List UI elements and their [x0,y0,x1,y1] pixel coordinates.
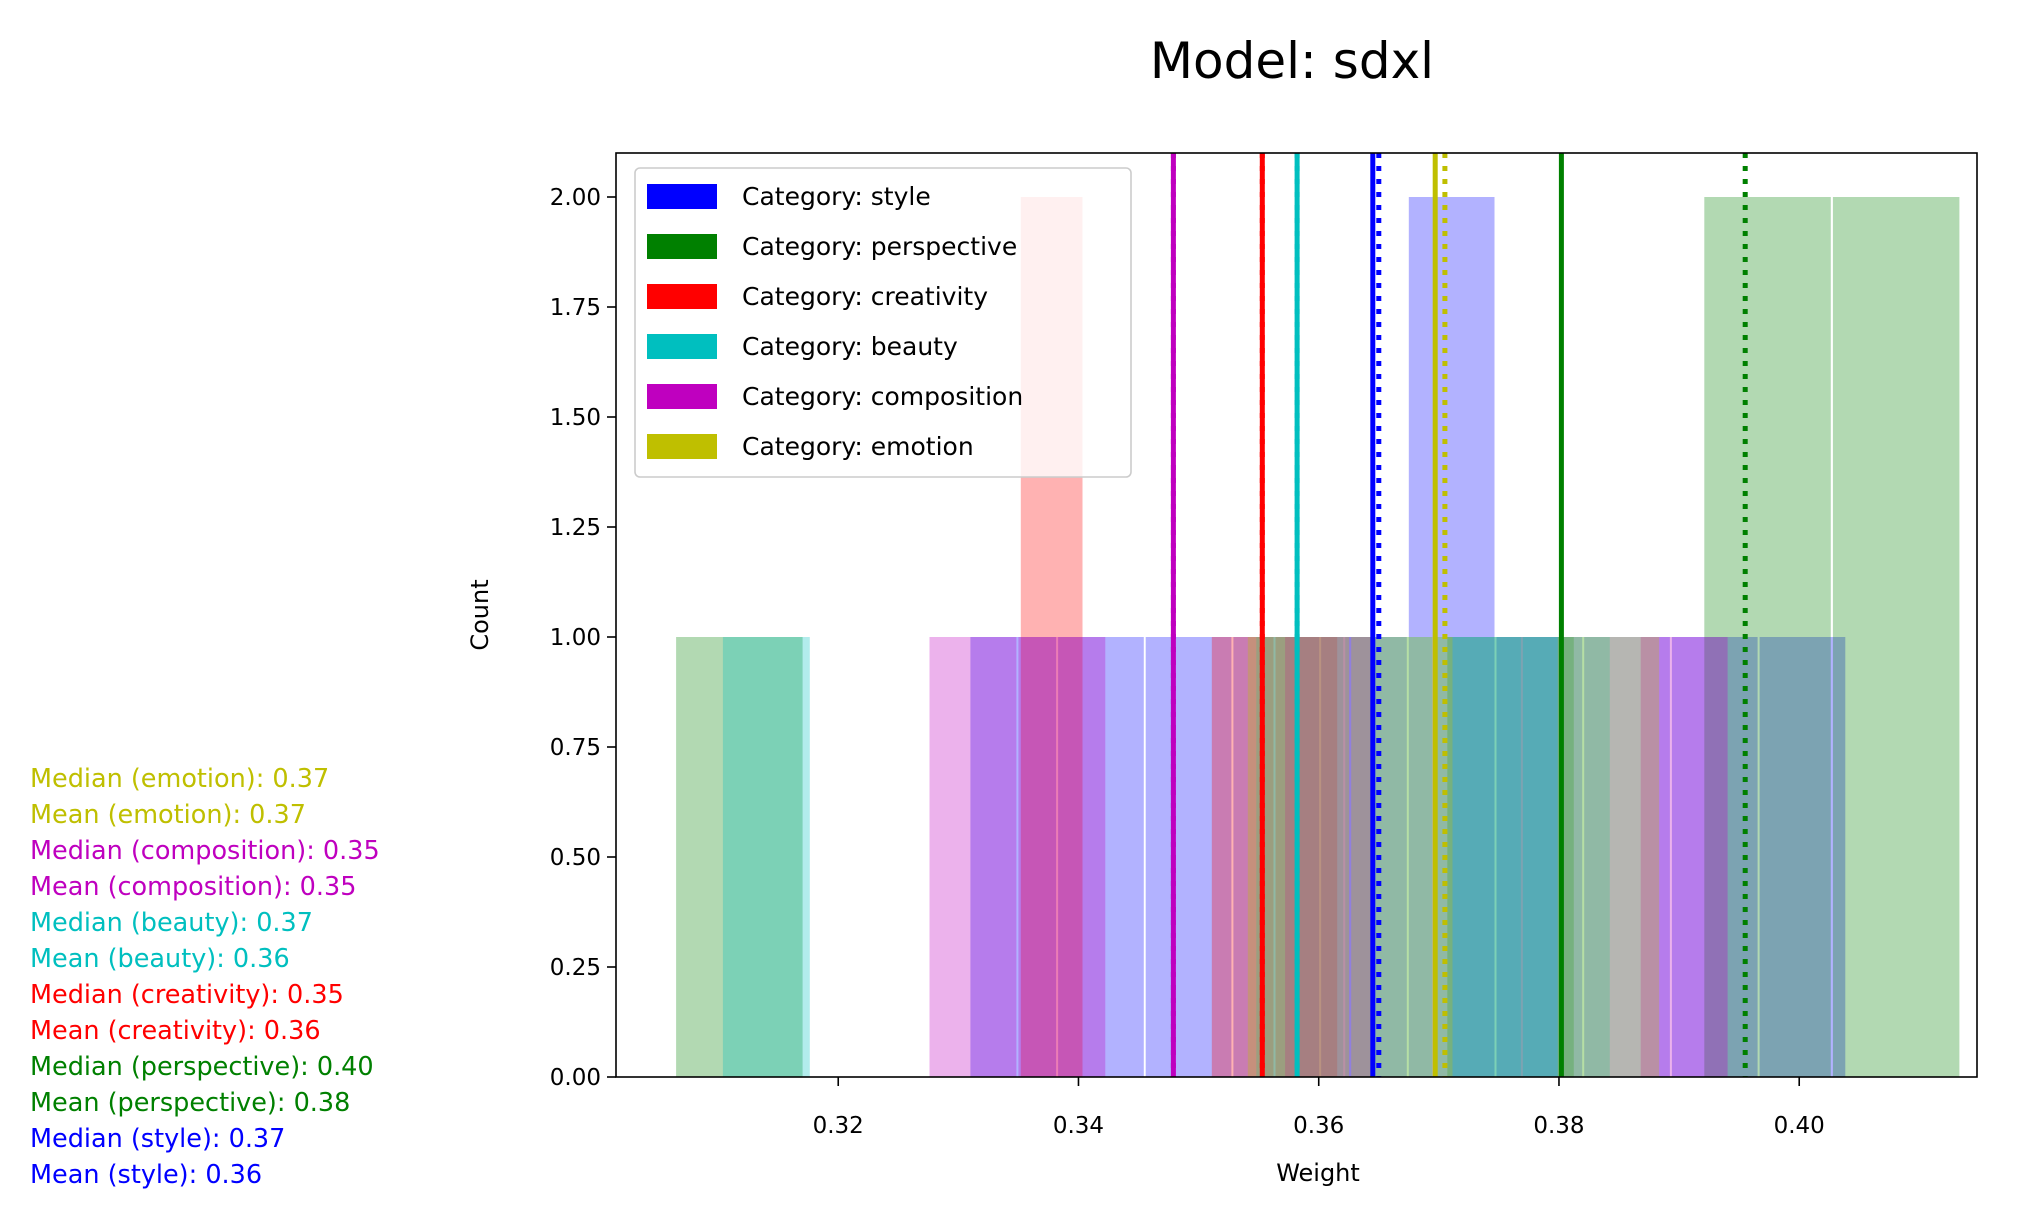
bar-composition [929,637,1017,1077]
chart-title: Model: sdxl [1150,32,1434,90]
y-tick-label: 0.00 [550,1065,601,1091]
x-tick-label: 0.40 [1774,1113,1825,1139]
median-label-creativity: Median (creativity): 0.35 [30,980,344,1010]
bar-style [1408,197,1495,1077]
mean-label-style: Mean (style): 0.36 [30,1160,262,1190]
y-tick-label: 1.25 [550,515,601,541]
bar-style [1058,637,1144,1077]
legend-swatch-composition [647,384,717,409]
bar-emotion [1557,637,1660,1077]
plot-frame [615,152,1978,1078]
median-label-style: Median (style): 0.37 [30,1124,285,1154]
y-axis-label: Count [466,579,494,650]
bar-perspective [1447,637,1574,1077]
mean-label-beauty: Mean (beauty): 0.36 [30,944,290,974]
stat-lines [1170,153,1748,1077]
legend-label-style: Category: style [742,182,931,211]
legend-label-creativity: Category: creativity [742,282,988,311]
median-label-perspective: Median (perspective): 0.40 [30,1052,374,1082]
bar-style [1584,637,1670,1077]
x-tick-label: 0.32 [813,1113,864,1139]
bar-style [1759,637,1846,1077]
legend-label-beauty: Category: beauty [742,332,958,361]
y-tick-label: 1.00 [550,625,601,651]
y-axis: 0.00 0.25 0.50 0.75 1.00 1.25 1.50 1.75 2.00 [550,185,616,1091]
bar-perspective [1704,197,1831,1077]
legend-swatch-emotion [647,434,717,459]
bar-perspective [676,637,803,1077]
bar-beauty [1522,637,1610,1077]
legend: Category: style Category: perspective Cate… [634,167,1132,478]
bar-beauty [1434,637,1521,1077]
bar-composition [1640,637,1728,1077]
bar-style [1233,637,1320,1077]
legend-frame [634,167,1132,478]
y-tick-label: 0.75 [550,735,601,761]
bar-beauty [1345,637,1433,1077]
mean-label-composition: Mean (composition): 0.35 [30,872,356,902]
stats-annotations: Median (emotion): 0.37 Mean (emotion): 0.… [30,764,380,1190]
legend-label-composition: Category: composition [742,382,1023,411]
y-tick-label: 1.75 [550,295,601,321]
bar-beauty [1256,637,1344,1077]
y-tick-label: 0.50 [550,845,601,871]
median-label-composition: Median (composition): 0.35 [30,836,380,866]
mean-label-creativity: Mean (creativity): 0.36 [30,1016,321,1046]
bar-style [970,637,1057,1077]
x-tick-label: 0.34 [1053,1113,1104,1139]
x-axis: 0.32 0.34 0.36 0.38 0.40 [813,1077,1825,1139]
bar-composition [1018,637,1106,1077]
x-tick-label: 0.36 [1293,1113,1344,1139]
y-tick-label: 0.25 [550,955,601,981]
bar-style [1496,637,1583,1077]
bar-style [1321,637,1407,1077]
legend-swatch-perspective [647,234,717,259]
mean-label-perspective: Mean (perspective): 0.38 [30,1088,350,1118]
y-tick-label: 2.00 [550,185,601,211]
legend-label-emotion: Category: emotion [742,432,974,461]
y-tick-label: 1.50 [550,405,601,431]
bar-perspective [1832,197,1960,1077]
legend-swatch-style [647,184,717,209]
x-axis-label: Weight [1276,1159,1360,1187]
legend-label-perspective: Category: perspective [742,232,1017,261]
median-label-emotion: Median (emotion): 0.37 [30,764,329,794]
x-tick-label: 0.38 [1533,1113,1584,1139]
bar-style [1145,637,1232,1077]
legend-swatch-beauty [647,334,717,359]
legend-swatch-creativity [647,284,717,309]
median-label-beauty: Median (beauty): 0.37 [30,908,313,938]
bar-creativity [1275,637,1338,1077]
mean-label-emotion: Mean (emotion): 0.37 [30,800,306,830]
bar-beauty [722,637,810,1077]
